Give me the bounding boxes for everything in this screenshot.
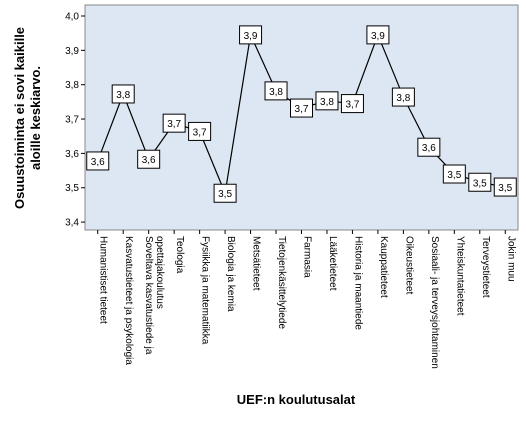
x-tick-label: Tietojenkäsittelytiede xyxy=(276,236,287,329)
x-tick-label: Sosiaali- ja terveysjohtaminen xyxy=(429,236,440,369)
y-tick-label: 4,0 xyxy=(65,11,79,22)
x-tick-label: Oikeustieteet xyxy=(403,236,414,295)
point-label-box xyxy=(468,172,492,192)
x-tick-label: Metsätieteet xyxy=(251,236,262,291)
x-tick-label: Soveltava kasvatustiede ja xyxy=(143,236,154,355)
point-label-box xyxy=(290,98,313,118)
point-label-box xyxy=(417,137,441,157)
y-tick-label: 3,6 xyxy=(65,149,79,160)
data-label: 3,9 xyxy=(244,31,258,42)
data-label: 3,5 xyxy=(498,183,512,194)
point-label-box xyxy=(264,81,288,101)
point-label-box xyxy=(442,164,466,184)
y-tick-label: 3,4 xyxy=(65,218,79,229)
data-label: 3,7 xyxy=(193,127,207,138)
x-tick-label: Teologia xyxy=(174,236,185,274)
data-label: 3,8 xyxy=(269,87,283,98)
y-axis-title: aloille keskiarvo. xyxy=(28,66,43,170)
data-label: 3,9 xyxy=(371,31,385,42)
point-label-box xyxy=(391,87,415,107)
y-tick-label: 3,8 xyxy=(65,80,79,91)
data-label: 3,7 xyxy=(295,104,309,115)
data-label: 3,6 xyxy=(142,155,156,166)
point-label-box xyxy=(188,121,212,141)
data-label: 3,6 xyxy=(422,143,436,154)
data-label: 3,8 xyxy=(320,97,334,108)
point-label-box xyxy=(137,149,161,169)
data-label: 3,6 xyxy=(91,157,105,168)
x-tick-label: Humanistiset tieteet xyxy=(98,236,109,324)
point-label-box xyxy=(111,84,135,104)
x-tick-label: Historia ja maantiede xyxy=(352,236,363,330)
data-label: 3,5 xyxy=(218,189,232,200)
data-label: 3,8 xyxy=(116,90,130,101)
point-label-box xyxy=(86,151,110,171)
point-label-box xyxy=(162,113,186,133)
x-tick-label: Jokin muu xyxy=(505,236,516,282)
data-label: 3,5 xyxy=(473,178,487,189)
point-label-box xyxy=(340,94,364,114)
data-label: 3,8 xyxy=(396,93,410,104)
x-tick-label: Fysiikka ja matematiikka xyxy=(200,236,211,345)
y-tick-label: 3,7 xyxy=(65,115,79,126)
x-tick-label: Kasvatustieteet ja psykologia xyxy=(123,236,134,365)
x-tick-label: Lääketieteet xyxy=(327,236,338,291)
point-label-box xyxy=(239,25,263,45)
x-axis-title: UEF:n koulutusalat xyxy=(237,392,356,407)
x-tick-label: Terveystieteet xyxy=(480,236,491,298)
x-tick-label: opettajakoulutus xyxy=(154,236,165,309)
y-tick-label: 3,5 xyxy=(65,183,79,194)
x-tick-label: Biologia ja kemia xyxy=(225,236,236,312)
x-tick-label: Farmasia xyxy=(302,236,313,278)
data-label: 3,7 xyxy=(167,119,181,130)
point-label-box xyxy=(315,91,339,111)
y-axis-title: Osuustoiminta ei sovi kaikille xyxy=(12,27,27,209)
x-tick-label: Kauppatieteet xyxy=(378,236,389,298)
point-label-box xyxy=(213,183,237,203)
y-tick-label: 3,9 xyxy=(65,46,79,57)
x-tick-label: Yhteiskuntatieteet xyxy=(454,236,465,316)
data-label: 3,5 xyxy=(447,170,461,181)
data-label: 3,7 xyxy=(345,100,359,111)
point-label-box xyxy=(366,25,390,45)
point-label-box xyxy=(493,177,517,197)
